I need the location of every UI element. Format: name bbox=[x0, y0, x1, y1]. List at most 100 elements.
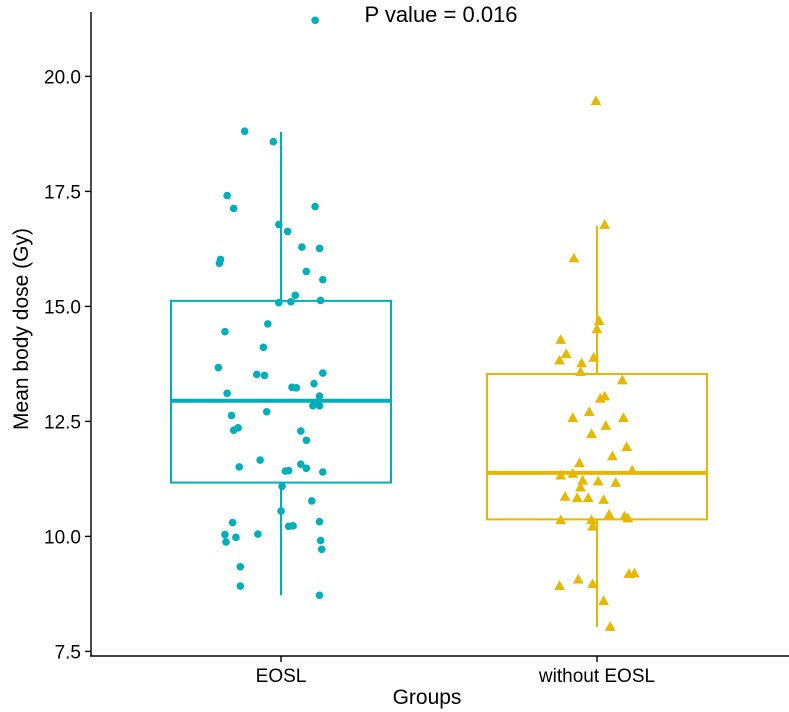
data-point-circle bbox=[277, 507, 285, 515]
data-point-triangle bbox=[575, 481, 586, 492]
data-point-triangle bbox=[604, 621, 616, 631]
data-point-circle bbox=[308, 497, 316, 505]
data-point-circle bbox=[317, 545, 326, 554]
data-point-circle bbox=[275, 298, 283, 307]
data-point-triangle bbox=[574, 457, 585, 468]
x-tick-label: without EOSL bbox=[538, 666, 655, 687]
data-point-circle bbox=[252, 370, 261, 379]
data-point-circle bbox=[259, 343, 268, 352]
data-point-circle bbox=[316, 536, 325, 545]
data-point-triangle bbox=[582, 492, 594, 503]
data-point-circle bbox=[269, 137, 278, 146]
data-point-circle bbox=[302, 436, 311, 445]
data-point-circle bbox=[302, 464, 311, 473]
data-point-circle bbox=[302, 267, 311, 276]
data-point-triangle bbox=[576, 357, 587, 368]
data-point-circle bbox=[297, 427, 305, 435]
data-point-triangle bbox=[588, 352, 600, 362]
data-point-triangle bbox=[607, 450, 618, 461]
data-point-circle bbox=[319, 369, 327, 377]
data-point-circle bbox=[275, 220, 283, 229]
data-point-triangle bbox=[555, 514, 567, 525]
data-point-circle bbox=[298, 243, 306, 251]
data-point-circle bbox=[315, 401, 324, 410]
data-point-triangle bbox=[586, 514, 597, 525]
data-point-circle bbox=[232, 533, 240, 542]
data-point-triangle bbox=[571, 492, 583, 503]
data-point-triangle bbox=[554, 354, 565, 365]
data-point-circle bbox=[221, 530, 229, 539]
data-point-circle bbox=[222, 538, 230, 546]
data-point-circle bbox=[223, 389, 231, 398]
data-point-triangle bbox=[599, 219, 611, 229]
data-point-circle bbox=[236, 562, 245, 571]
data-point-circle bbox=[264, 320, 272, 328]
data-point-circle bbox=[260, 371, 269, 380]
data-point-circle bbox=[311, 16, 319, 25]
data-point-circle bbox=[315, 392, 324, 400]
data-point-circle bbox=[309, 401, 317, 410]
data-point-circle bbox=[315, 517, 324, 526]
data-point-circle bbox=[319, 275, 327, 284]
data-point-triangle bbox=[559, 490, 571, 501]
data-point-triangle bbox=[626, 464, 638, 475]
data-point-circle bbox=[311, 202, 319, 211]
points-layer bbox=[214, 16, 640, 631]
data-point-circle bbox=[315, 591, 324, 600]
data-point-circle bbox=[283, 227, 292, 236]
data-point-circle bbox=[215, 259, 224, 267]
boxes-layer bbox=[170, 132, 708, 628]
data-point-triangle bbox=[568, 252, 580, 263]
data-point-circle bbox=[214, 363, 223, 372]
x-axis-title: Groups bbox=[393, 686, 462, 709]
data-point-triangle bbox=[554, 580, 565, 590]
data-point-circle bbox=[256, 456, 264, 464]
data-point-triangle bbox=[598, 494, 609, 504]
data-point-circle bbox=[221, 327, 229, 336]
data-point-circle bbox=[254, 530, 262, 538]
y-tick-label: 12.5 bbox=[44, 412, 81, 433]
data-point-circle bbox=[319, 468, 327, 476]
data-point-circle bbox=[316, 296, 325, 305]
data-point-triangle bbox=[590, 95, 602, 106]
data-point-circle bbox=[229, 204, 238, 213]
data-point-circle bbox=[287, 298, 295, 306]
data-point-triangle bbox=[587, 578, 598, 589]
data-point-triangle bbox=[603, 508, 615, 519]
x-tick-label: EOSL bbox=[256, 666, 307, 687]
data-point-triangle bbox=[587, 520, 598, 531]
data-point-triangle bbox=[583, 406, 595, 417]
data-point-triangle bbox=[586, 428, 597, 439]
data-point-triangle bbox=[567, 467, 579, 478]
data-point-circle bbox=[262, 407, 271, 416]
data-point-circle bbox=[297, 460, 305, 468]
data-point-circle bbox=[292, 384, 301, 392]
data-point-circle bbox=[310, 379, 318, 388]
y-axis-ticks: 7.5 10.0 12.5 15.0 17.5 20.0 bbox=[44, 67, 91, 663]
data-point-triangle bbox=[600, 420, 612, 430]
data-point-triangle bbox=[629, 567, 640, 578]
data-point-circle bbox=[235, 463, 243, 471]
data-point-triangle bbox=[610, 477, 622, 487]
x-axis-ticks: EOSL without EOSL bbox=[256, 656, 655, 687]
box-iqr bbox=[170, 299, 392, 484]
data-point-triangle bbox=[577, 474, 589, 485]
data-point-circle bbox=[240, 127, 249, 135]
box-iqr bbox=[486, 373, 708, 521]
data-point-circle bbox=[229, 426, 238, 434]
y-tick-label: 15.0 bbox=[44, 297, 81, 318]
data-point-triangle bbox=[594, 393, 606, 403]
data-point-triangle bbox=[572, 573, 584, 584]
data-point-circle bbox=[223, 191, 231, 200]
data-point-triangle bbox=[592, 475, 604, 486]
data-point-triangle bbox=[567, 412, 579, 423]
data-point-circle bbox=[236, 582, 245, 590]
data-point-triangle bbox=[555, 469, 567, 480]
chart-title: P value = 0.016 bbox=[364, 2, 517, 27]
data-point-triangle bbox=[593, 315, 605, 325]
data-point-circle bbox=[315, 244, 324, 253]
y-tick-label: 17.5 bbox=[44, 182, 81, 203]
data-point-triangle bbox=[591, 323, 603, 334]
data-point-circle bbox=[284, 522, 293, 531]
data-point-circle bbox=[227, 411, 236, 420]
